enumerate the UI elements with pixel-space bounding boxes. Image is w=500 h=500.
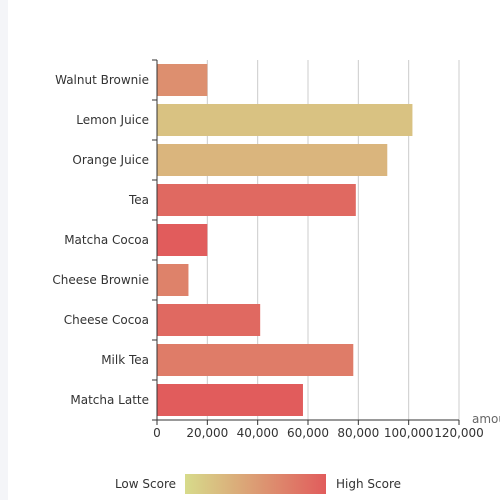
- bar[interactable]: [157, 104, 413, 136]
- y-category-label: Matcha Cocoa: [64, 233, 149, 247]
- bar[interactable]: [157, 144, 388, 176]
- x-tick-label: 40,000: [237, 426, 279, 440]
- x-tick-label: 60,000: [287, 426, 329, 440]
- y-category-label: Matcha Latte: [70, 393, 149, 407]
- x-tick-label: 120,000: [434, 426, 484, 440]
- bar[interactable]: [157, 304, 261, 336]
- y-category-label: Orange Juice: [72, 153, 149, 167]
- bar[interactable]: [157, 264, 189, 296]
- bar[interactable]: [157, 344, 354, 376]
- x-tick-label: 80,000: [337, 426, 379, 440]
- bar[interactable]: [157, 64, 208, 96]
- y-category-label: Lemon Juice: [76, 113, 149, 127]
- bars: [157, 64, 413, 416]
- bar[interactable]: [157, 224, 208, 256]
- bar[interactable]: [157, 184, 356, 216]
- visual-map-legend: Low Score High Score: [115, 474, 401, 494]
- y-category-label: Cheese Brownie: [52, 273, 149, 287]
- legend-gradient-bar[interactable]: [185, 474, 326, 494]
- x-axis-title: amou: [472, 412, 500, 426]
- bar[interactable]: [157, 384, 303, 416]
- x-tick-label: 0: [153, 426, 161, 440]
- y-category-label: Cheese Cocoa: [64, 313, 149, 327]
- y-category-label: Tea: [128, 193, 149, 207]
- x-tick-label: 20,000: [186, 426, 228, 440]
- y-category-label: Walnut Brownie: [55, 73, 149, 87]
- left-panel-edge: [0, 0, 8, 500]
- legend-low-label: Low Score: [115, 477, 176, 491]
- y-category-label: Milk Tea: [101, 353, 149, 367]
- axes: 0 20,000 40,000 60,000 80,000 100,000 120,000 W…: [52, 59, 484, 440]
- x-tick-label: 100,000: [384, 426, 434, 440]
- legend-high-label: High Score: [336, 477, 401, 491]
